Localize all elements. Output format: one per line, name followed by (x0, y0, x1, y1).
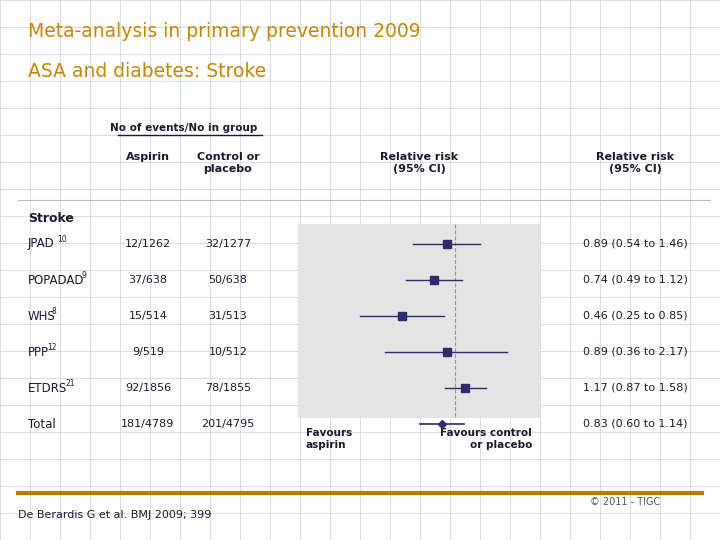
Text: 0.89 (0.36 to 2.17): 0.89 (0.36 to 2.17) (582, 347, 688, 357)
Text: 9/519: 9/519 (132, 347, 164, 357)
Text: 0.74 (0.49 to 1.12): 0.74 (0.49 to 1.12) (582, 275, 688, 285)
Text: 8: 8 (51, 307, 55, 315)
Text: 78/1855: 78/1855 (205, 383, 251, 393)
Text: 37/638: 37/638 (128, 275, 168, 285)
Text: PPP: PPP (28, 346, 49, 359)
Text: Relative risk
(95% CI): Relative risk (95% CI) (380, 152, 458, 173)
Text: 0.83 (0.60 to 1.14): 0.83 (0.60 to 1.14) (582, 419, 688, 429)
Text: 0.89 (0.54 to 1.46): 0.89 (0.54 to 1.46) (582, 239, 688, 249)
Bar (298, 224, 540, 418)
Text: No of events/No in group: No of events/No in group (110, 123, 258, 133)
Text: POPADAD: POPADAD (28, 273, 84, 287)
Text: 12: 12 (47, 342, 56, 352)
Text: Aspirin: Aspirin (126, 152, 170, 162)
Text: De Berardis G et al. BMJ 2009; 399: De Berardis G et al. BMJ 2009; 399 (18, 510, 212, 520)
Text: JPAD: JPAD (28, 238, 55, 251)
Text: ASA and diabetes: Stroke: ASA and diabetes: Stroke (28, 62, 266, 81)
Text: 50/638: 50/638 (209, 275, 248, 285)
Text: Meta-analysis in primary prevention 2009: Meta-analysis in primary prevention 2009 (28, 22, 420, 41)
Text: 181/4789: 181/4789 (121, 419, 175, 429)
Text: 1.17 (0.87 to 1.58): 1.17 (0.87 to 1.58) (582, 383, 688, 393)
Text: 12/1262: 12/1262 (125, 239, 171, 249)
Text: Stroke: Stroke (28, 212, 74, 225)
Text: 15/514: 15/514 (129, 311, 168, 321)
Text: 32/1277: 32/1277 (205, 239, 251, 249)
Text: 21: 21 (65, 379, 74, 388)
Text: 10: 10 (57, 234, 67, 244)
Text: Favours
aspirin: Favours aspirin (306, 428, 352, 450)
Text: 31/513: 31/513 (209, 311, 248, 321)
Text: Total: Total (28, 417, 55, 430)
Text: Relative risk
(95% CI): Relative risk (95% CI) (596, 152, 674, 173)
Text: 10/512: 10/512 (209, 347, 248, 357)
Text: WHS: WHS (28, 309, 55, 322)
Text: 201/4795: 201/4795 (202, 419, 255, 429)
Text: Favours control
or placebo: Favours control or placebo (440, 428, 532, 450)
Text: ETDRS: ETDRS (28, 381, 67, 395)
Text: 0.46 (0.25 to 0.85): 0.46 (0.25 to 0.85) (582, 311, 688, 321)
Text: 9: 9 (81, 271, 86, 280)
Text: © 2011 - TIGC: © 2011 - TIGC (590, 497, 660, 507)
Text: Control or
placebo: Control or placebo (197, 152, 259, 173)
Text: 92/1856: 92/1856 (125, 383, 171, 393)
